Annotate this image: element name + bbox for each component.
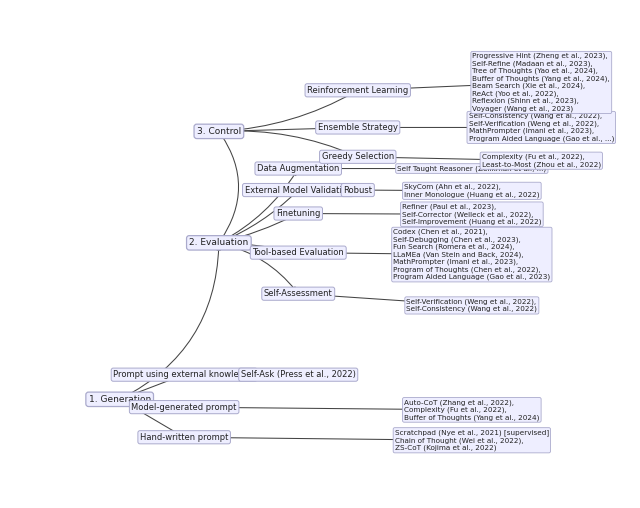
Text: Tool-based Evaluation: Tool-based Evaluation — [252, 248, 344, 257]
Text: Model-generated prompt: Model-generated prompt — [131, 403, 237, 411]
Text: Finetuning: Finetuning — [276, 209, 321, 218]
Text: Codex (Chen et al., 2021),
Self-Debugging (Chen et al., 2023),
Fun Search (Romer: Codex (Chen et al., 2021), Self-Debuggin… — [393, 229, 550, 280]
Text: 1. Generation: 1. Generation — [88, 395, 151, 404]
Text: Self-Assessment: Self-Assessment — [264, 289, 333, 298]
Text: Scratchpad (Nye et al., 2021) [supervised]
Chain of Thought (Wei et al., 2022),
: Scratchpad (Nye et al., 2021) [supervise… — [395, 429, 549, 451]
Text: SkyCom (Ahn et al., 2022),
Inner Monologue (Huang et al., 2022): SkyCom (Ahn et al., 2022), Inner Monolog… — [404, 184, 540, 198]
Text: 2. Evaluation: 2. Evaluation — [189, 238, 248, 247]
Text: Ensemble Strategy: Ensemble Strategy — [318, 123, 398, 132]
Text: Self-Verification (Weng et al., 2022),
Self-Consistency (Wang et al., 2022): Self-Verification (Weng et al., 2022), S… — [406, 298, 537, 312]
Text: Reinforcement Learning: Reinforcement Learning — [307, 86, 408, 95]
Text: Complexity (Fu et al., 2022),
Least-to-Most (Zhou et al., 2022): Complexity (Fu et al., 2022), Least-to-M… — [482, 154, 601, 168]
Text: Data Augmentation: Data Augmentation — [257, 164, 339, 173]
Text: External Model Validation: External Model Validation — [244, 185, 352, 195]
Text: Robust: Robust — [343, 185, 372, 195]
Text: Refiner (Paul et al., 2023),
Self-Corrector (Welleck et al., 2022),
Self-Improve: Refiner (Paul et al., 2023), Self-Correc… — [402, 204, 541, 225]
Text: Hand-written prompt: Hand-written prompt — [140, 433, 228, 442]
Text: 3. Control: 3. Control — [196, 127, 241, 136]
Text: Self-Ask (Press et al., 2022): Self-Ask (Press et al., 2022) — [241, 370, 356, 379]
Text: Auto-CoT (Zhang et al., 2022),
Complexity (Fu et al., 2022),
Buffer of Thoughts : Auto-CoT (Zhang et al., 2022), Complexit… — [404, 399, 540, 421]
Text: Self-Consistency (Wang et al., 2022),
Self-Verification (Weng et al., 2022),
Mat: Self-Consistency (Wang et al., 2022), Se… — [468, 113, 614, 142]
Text: Greedy Selection: Greedy Selection — [322, 152, 394, 162]
Text: Prompt using external knowledge: Prompt using external knowledge — [113, 370, 255, 379]
Text: Progressive Hint (Zheng et al., 2023),
Self-Refine (Madaan et al., 2023),
Tree o: Progressive Hint (Zheng et al., 2023), S… — [472, 53, 610, 112]
Text: Self Taught Reasoner (Zelikman et al., ...): Self Taught Reasoner (Zelikman et al., .… — [397, 165, 547, 172]
